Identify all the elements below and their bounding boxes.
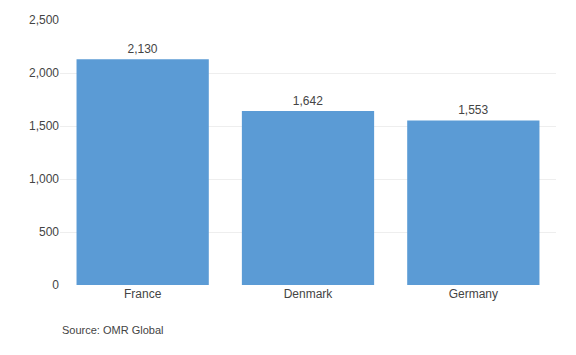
- svg-text:1,000: 1,000: [29, 172, 59, 186]
- svg-text:Germany: Germany: [449, 287, 498, 301]
- svg-text:0: 0: [52, 278, 59, 292]
- svg-text:Source: OMR Global: Source: OMR Global: [62, 324, 163, 336]
- svg-text:Denmark: Denmark: [284, 287, 334, 301]
- svg-text:2,000: 2,000: [29, 66, 59, 80]
- svg-text:2,130: 2,130: [127, 42, 157, 56]
- svg-text:1,500: 1,500: [29, 119, 59, 133]
- svg-text:1,642: 1,642: [293, 94, 323, 108]
- svg-text:500: 500: [39, 225, 59, 239]
- svg-text:2,500: 2,500: [29, 13, 59, 27]
- svg-text:1,553: 1,553: [458, 103, 488, 117]
- svg-text:France: France: [124, 287, 162, 301]
